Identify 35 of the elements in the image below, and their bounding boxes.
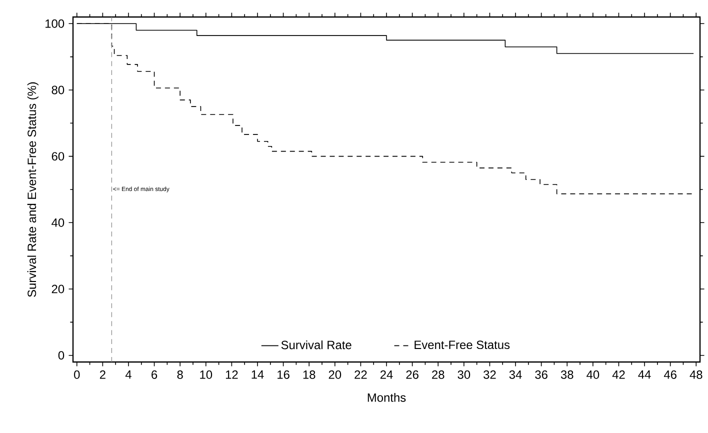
x-tick-label: 30 [458,370,470,379]
x-tick-label: 26 [406,370,418,379]
y-tick-label: 20 [52,284,64,294]
x-tick-label: 44 [638,370,651,379]
x-tick-label: 4 [125,370,132,379]
x-tick-label: 38 [560,370,574,379]
y-tick-label: 40 [52,218,64,227]
x-tick-label: 22 [354,370,367,379]
x-tick-label: 2 [100,370,106,379]
legend-label: Event-Free Status [414,340,510,350]
x-tick-label: 0 [74,370,80,379]
x-tick-label: 34 [509,370,522,379]
y-tick-label: 0 [58,351,64,360]
x-tick-label: 14 [252,370,264,379]
x-tick-label: 24 [380,370,393,379]
x-tick-label: 10 [200,370,212,379]
x-tick-label: 40 [586,370,600,379]
y-axis-title: Survival Rate and Event-Free Status (%) [27,82,38,297]
x-tick-label: 12 [226,370,238,379]
x-tick-label: 46 [664,370,676,379]
x-tick-label: 48 [690,370,702,379]
x-tick-label: 6 [152,370,158,379]
x-tick-label: 28 [432,370,444,379]
x-tick-label: 8 [177,370,183,379]
x-tick-label: 20 [328,370,342,379]
y-tick-label: 80 [52,86,64,94]
y-tick-label: 60 [52,152,64,161]
y-tick-label: 100 [46,19,64,28]
x-tick-label: 32 [484,370,496,379]
x-tick-label: 16 [278,370,290,379]
x-tick-label: 42 [612,370,625,379]
x-tick-label: 36 [535,370,548,379]
x-axis-title: Months [368,393,406,402]
x-tick-label: 18 [303,370,316,379]
legend-label: Survival Rate [281,340,352,350]
